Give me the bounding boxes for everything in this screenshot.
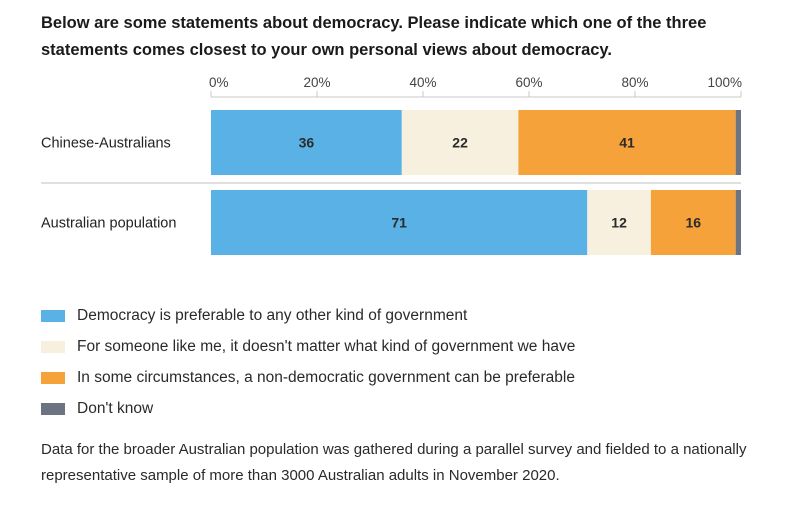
category-label: Australian population — [41, 216, 176, 232]
data-label: 12 — [611, 215, 627, 231]
chart-legend: Democracy is preferable to any other kin… — [41, 300, 575, 424]
bar-segment — [587, 190, 651, 255]
bar-segment — [518, 110, 736, 175]
bar-segment — [650, 190, 736, 255]
x-tick-label: 60% — [515, 75, 542, 90]
bar-segment — [735, 110, 741, 175]
legend-label: Don't know — [77, 399, 154, 417]
x-tick-label: 80% — [621, 75, 648, 90]
legend-label: In some circumstances, a non-democratic … — [77, 368, 575, 386]
x-tick-label: 100% — [707, 75, 742, 90]
bar-segment — [401, 110, 519, 175]
chart-title: Below are some statements about democrac… — [41, 14, 707, 59]
bar-segment — [211, 190, 588, 255]
bar-segment — [211, 110, 402, 175]
legend-swatch-preferable — [41, 309, 65, 322]
category-label: Chinese-Australians — [41, 136, 171, 152]
legend-item-non-democratic: In some circumstances, a non-democratic … — [41, 362, 575, 393]
legend-item-doesnt-matter: For someone like me, it doesn't matter w… — [41, 331, 575, 362]
legend-swatch-non-democratic — [41, 371, 65, 384]
data-label: 16 — [686, 215, 702, 231]
x-tick-label: 0% — [209, 75, 229, 90]
legend-item-preferable: Democracy is preferable to any other kin… — [41, 300, 575, 331]
bar-segment — [735, 190, 741, 255]
stacked-bar-chart: 0% 20% 40% 60% 80% 100% Chinese-Australians 36 2… — [41, 75, 742, 255]
data-label: 22 — [452, 135, 468, 151]
data-label: 36 — [299, 135, 315, 151]
legend-label: Democracy is preferable to any other kin… — [77, 306, 468, 324]
data-label: 71 — [391, 215, 407, 231]
legend-item-dont-know: Don't know — [41, 393, 575, 424]
x-tick-label: 20% — [303, 75, 330, 90]
source-note: Data for the broader Australian populati… — [41, 441, 747, 484]
legend-swatch-doesnt-matter — [41, 340, 65, 353]
legend-label: For someone like me, it doesn't matter w… — [77, 337, 576, 355]
x-tick-label: 40% — [409, 75, 436, 90]
data-label: 41 — [619, 135, 635, 151]
legend-swatch-dont-know — [41, 402, 65, 415]
